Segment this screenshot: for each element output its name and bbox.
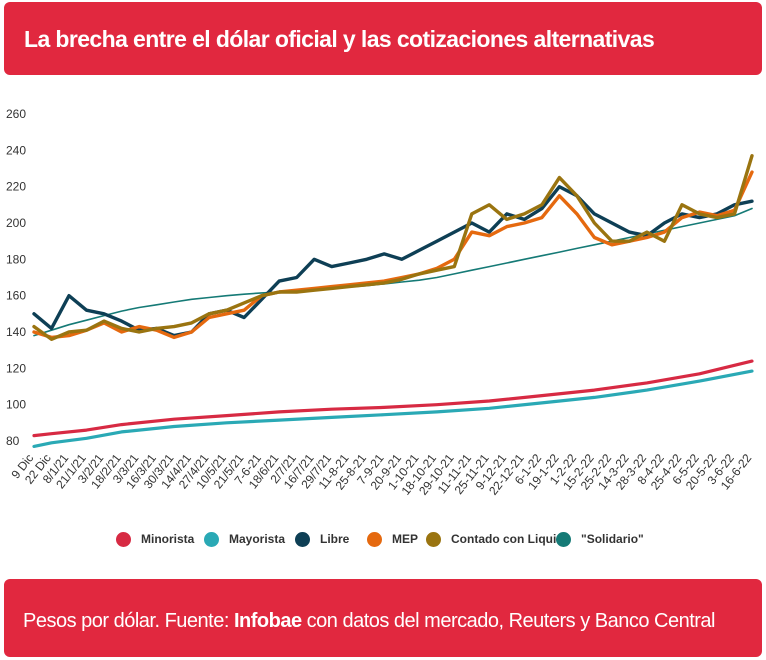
legend-item[interactable]: MEP xyxy=(367,529,418,549)
y-tick-label: 180 xyxy=(6,252,26,266)
legend-label: Mayorista xyxy=(229,532,286,546)
series-lines xyxy=(32,154,754,448)
legend-item[interactable]: Minorista xyxy=(116,529,194,549)
series-line-mayorista xyxy=(32,369,754,448)
y-tick-label: 100 xyxy=(6,398,26,412)
legend-label: Libre xyxy=(320,532,350,546)
y-axis: 80 100 120 140 160 180 200 220 240 260 xyxy=(6,107,26,448)
legend-item[interactable]: Mayorista xyxy=(204,529,285,549)
y-tick-label: 200 xyxy=(6,216,26,230)
chart-legend: Minorista Mayorista Libre MEP Contado con Li… xyxy=(0,529,766,549)
legend-label: "Solidario" xyxy=(581,532,644,546)
legend-label: Minorista xyxy=(141,532,195,546)
source-brand: Infobae xyxy=(233,610,302,632)
source-prefix: Pesos por dólar. Fuente: xyxy=(23,610,234,632)
y-tick-label: 220 xyxy=(6,180,26,194)
series-line-minorista xyxy=(32,359,754,438)
page-title: La brecha entre el dólar oficial y las c… xyxy=(24,26,655,52)
legend-swatch xyxy=(295,531,310,547)
legend-swatch xyxy=(116,531,131,547)
series-line-libre xyxy=(32,185,754,338)
y-tick-label: 260 xyxy=(6,107,26,121)
legend-swatch xyxy=(204,531,219,547)
legend-swatch xyxy=(426,531,441,547)
source-suffix: con datos del mercado, Reuters y Banco C… xyxy=(301,610,716,632)
y-tick-label: 160 xyxy=(6,289,26,303)
series-line-contado-con-liqui xyxy=(32,154,754,341)
legend-swatch xyxy=(367,531,382,547)
footer-banner: Pesos por dólar. Fuente: Infobae con dat… xyxy=(4,579,762,657)
y-tick-label: 240 xyxy=(6,143,26,157)
series-line-mep xyxy=(32,170,754,340)
header-banner: La brecha entre el dólar oficial y las c… xyxy=(4,2,762,75)
legend-item[interactable]: "Solidario" xyxy=(556,529,644,549)
legend-swatch xyxy=(556,531,571,547)
source-note: Pesos por dólar. Fuente: Infobae con dat… xyxy=(23,610,716,633)
legend-item[interactable]: Contado con Liqui xyxy=(426,529,556,549)
y-tick-label: 120 xyxy=(6,361,26,375)
series-line-solidario xyxy=(33,207,753,337)
legend-label: MEP xyxy=(392,532,419,546)
y-tick-label: 80 xyxy=(6,434,20,448)
y-tick-label: 140 xyxy=(6,325,26,339)
legend-label: Contado con Liqui xyxy=(451,532,557,546)
legend-item[interactable]: Libre xyxy=(295,529,349,549)
